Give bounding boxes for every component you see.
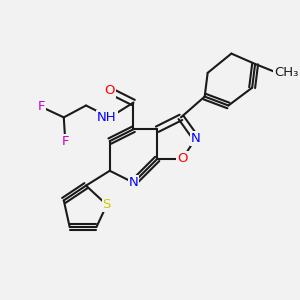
Text: NH: NH <box>97 111 117 124</box>
Text: N: N <box>129 176 138 189</box>
Text: CH₃: CH₃ <box>274 66 298 80</box>
Text: F: F <box>38 100 45 113</box>
Text: N: N <box>191 132 201 145</box>
Text: O: O <box>177 152 188 165</box>
Text: O: O <box>104 84 115 97</box>
Text: S: S <box>103 198 111 212</box>
Text: F: F <box>61 135 69 148</box>
